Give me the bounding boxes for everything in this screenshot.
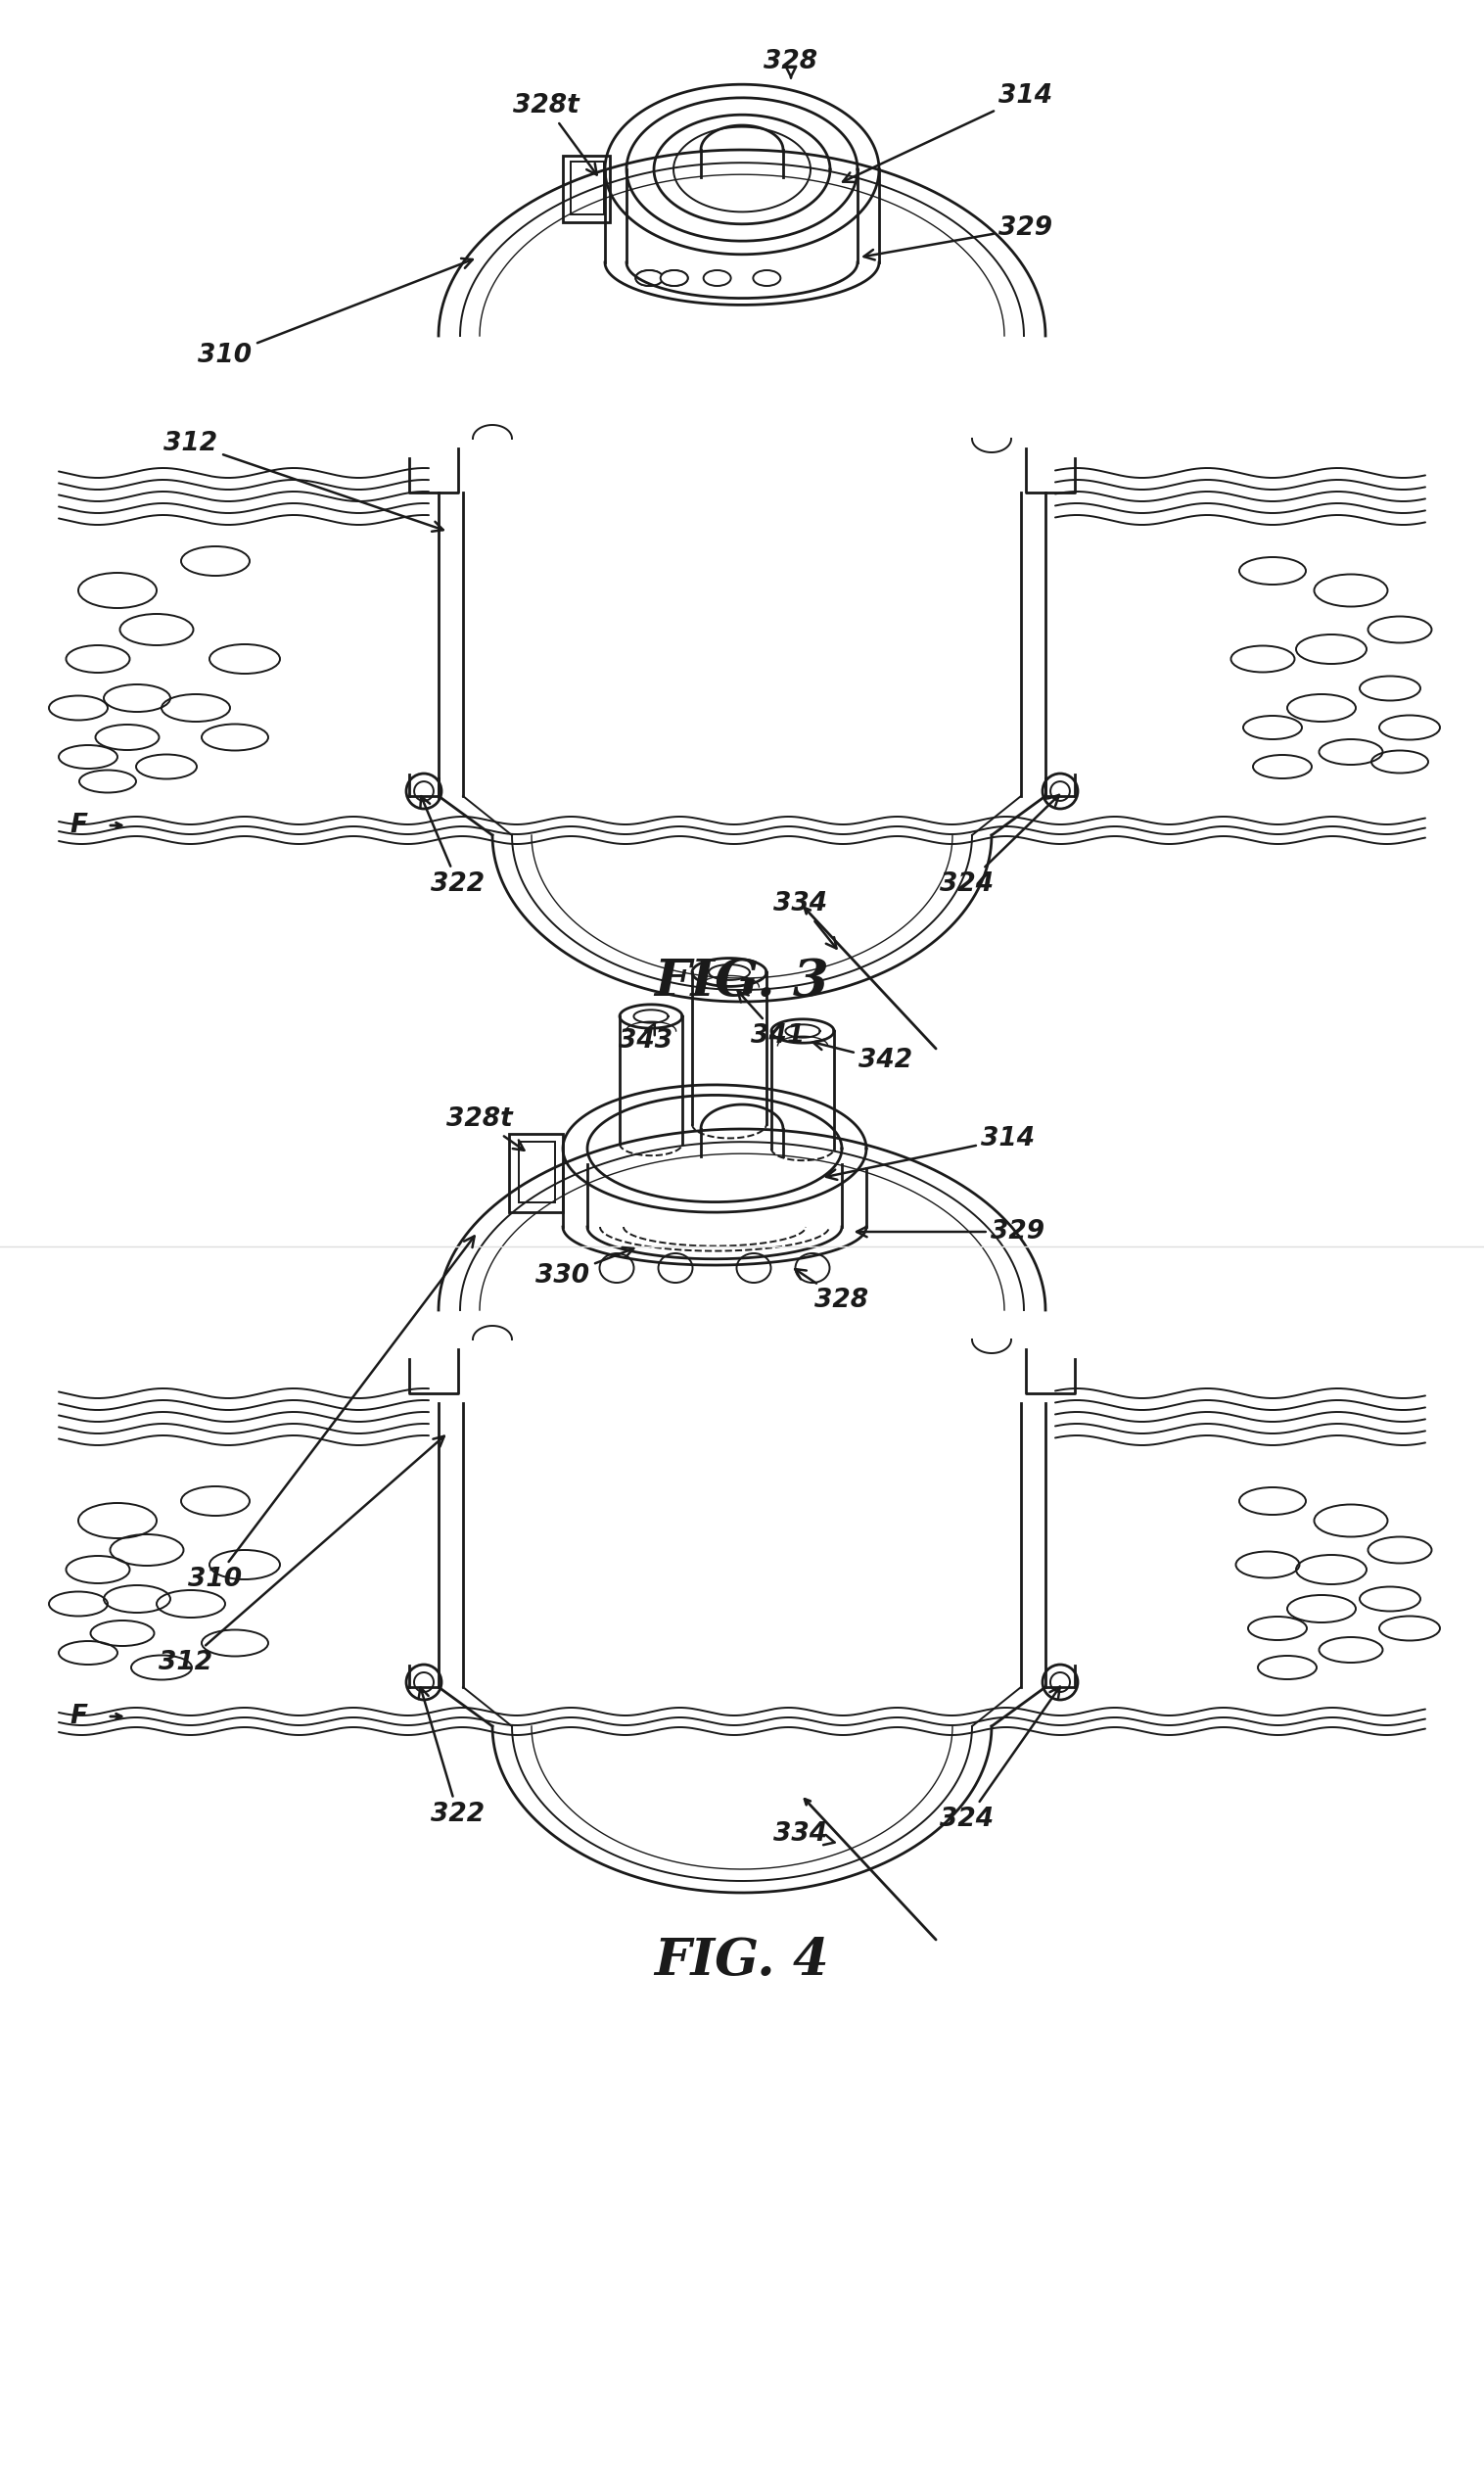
Ellipse shape — [703, 271, 732, 286]
Text: 328: 328 — [764, 50, 818, 77]
Ellipse shape — [660, 271, 689, 286]
Text: 330: 330 — [536, 1247, 634, 1287]
Bar — [571, 162, 604, 214]
Text: 341: 341 — [738, 991, 806, 1048]
Ellipse shape — [635, 271, 663, 286]
Text: 328t: 328t — [447, 1106, 524, 1150]
Ellipse shape — [659, 1252, 693, 1282]
Text: 312: 312 — [163, 431, 444, 530]
Ellipse shape — [660, 271, 689, 286]
Text: 314: 314 — [843, 82, 1052, 182]
Text: 343: 343 — [619, 1023, 674, 1053]
Ellipse shape — [752, 271, 781, 286]
Text: F: F — [70, 1703, 88, 1728]
Text: 312: 312 — [159, 1437, 444, 1676]
Text: F: F — [70, 812, 88, 839]
Text: 329: 329 — [856, 1220, 1045, 1245]
Text: 334: 334 — [773, 891, 837, 949]
Text: 310: 310 — [199, 259, 472, 369]
Text: FIG. 4: FIG. 4 — [654, 1937, 830, 1987]
Text: 328t: 328t — [513, 92, 597, 174]
Ellipse shape — [795, 1252, 830, 1282]
Text: 328: 328 — [795, 1270, 868, 1312]
Ellipse shape — [736, 1252, 770, 1282]
Text: 314: 314 — [827, 1125, 1036, 1180]
Bar — [562, 157, 610, 222]
Ellipse shape — [635, 271, 663, 286]
Text: FIG. 3: FIG. 3 — [654, 956, 830, 1006]
Text: 329: 329 — [864, 217, 1052, 259]
Text: 322: 322 — [420, 797, 485, 896]
Text: 324: 324 — [941, 794, 1060, 896]
Text: 310: 310 — [188, 1235, 475, 1591]
Bar — [509, 1133, 562, 1213]
Text: 342: 342 — [813, 1041, 913, 1073]
Bar — [519, 1143, 555, 1203]
Text: 334: 334 — [773, 1820, 834, 1848]
Text: 322: 322 — [418, 1688, 485, 1828]
Text: 324: 324 — [941, 1686, 1060, 1833]
Ellipse shape — [600, 1252, 634, 1282]
